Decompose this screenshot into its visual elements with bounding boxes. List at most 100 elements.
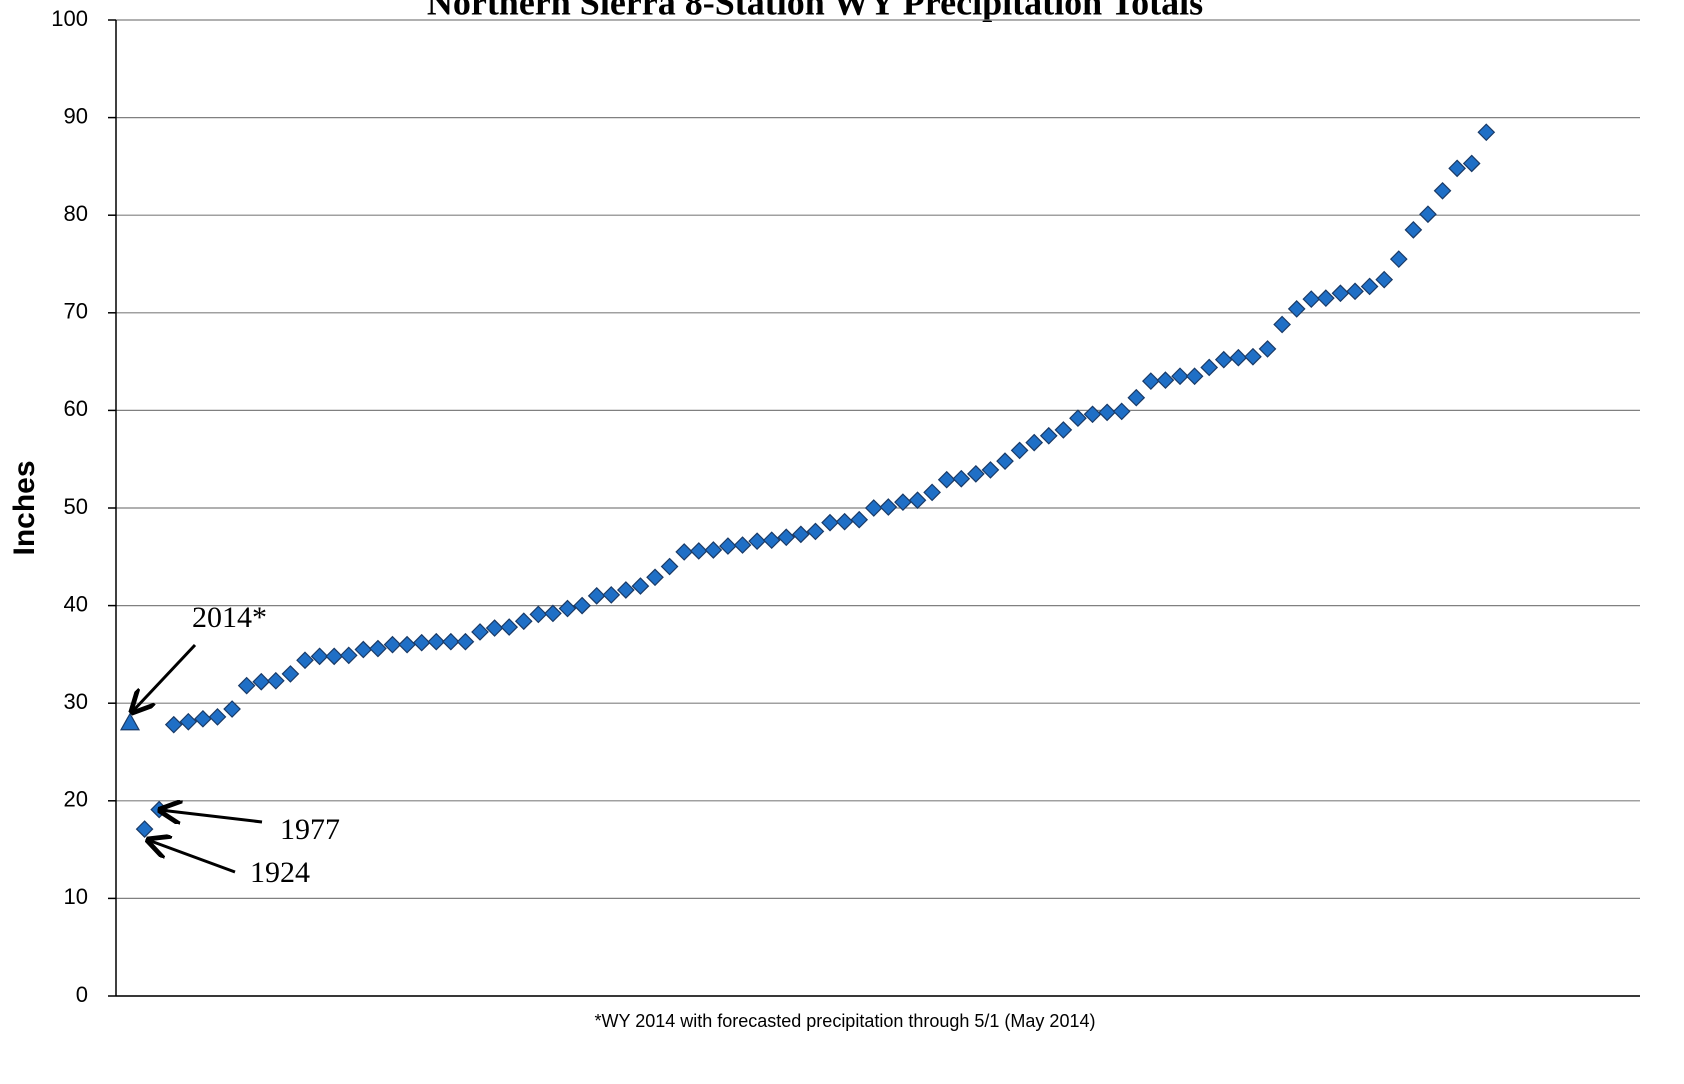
data-point <box>1185 367 1204 386</box>
data-point <box>733 536 752 554</box>
data-point <box>792 525 810 544</box>
data-point <box>879 498 898 516</box>
data-point <box>646 568 664 587</box>
data-point <box>1419 205 1437 224</box>
y-tick-label: 100 <box>51 6 88 31</box>
data-point <box>1069 409 1087 428</box>
data-point <box>1039 426 1058 445</box>
data-point <box>1054 421 1073 439</box>
data-point <box>616 581 635 599</box>
data-point <box>675 543 694 561</box>
y-tick-label: 90 <box>64 103 88 128</box>
data-point <box>281 665 300 683</box>
data-point <box>441 632 460 651</box>
data-point <box>1433 181 1452 200</box>
data-point <box>1360 277 1379 296</box>
data-point <box>1244 347 1262 366</box>
data-point <box>1156 371 1175 389</box>
data-point <box>485 619 504 637</box>
data-point <box>1142 372 1160 390</box>
data-point <box>1214 350 1233 369</box>
y-tick-label: 70 <box>64 299 88 324</box>
data-point <box>456 632 475 651</box>
data-point <box>1317 289 1335 308</box>
data-point <box>252 672 271 691</box>
data-point <box>529 605 548 624</box>
data-point <box>587 586 606 605</box>
annotation-arrow <box>160 810 263 822</box>
data-point <box>573 596 591 615</box>
footnote: *WY 2014 with forecasted precipitation t… <box>595 1011 1096 1031</box>
data-point <box>339 646 358 665</box>
annotation: 1977 <box>280 813 340 846</box>
data-point <box>119 712 141 731</box>
data-point <box>558 599 577 618</box>
data-point <box>237 676 256 695</box>
data-point <box>398 635 416 654</box>
data-point <box>1273 315 1291 334</box>
data-point <box>544 604 562 623</box>
data-point <box>412 633 431 652</box>
annotation-arrow <box>148 840 236 874</box>
data-point <box>514 612 533 631</box>
data-point <box>1258 340 1277 358</box>
data-point <box>427 632 446 651</box>
annotation: 2014* <box>192 601 267 634</box>
y-tick-label: 20 <box>64 787 88 812</box>
data-point <box>1287 300 1306 318</box>
data-point <box>500 618 519 636</box>
data-point <box>135 820 154 838</box>
data-point <box>748 532 766 551</box>
data-point <box>1010 441 1029 460</box>
y-tick-label: 10 <box>64 884 88 909</box>
y-tick-label: 40 <box>64 591 88 616</box>
chart-title: Northern Sierra 8-Station WY Precipitati… <box>427 0 1203 22</box>
data-point <box>937 470 956 489</box>
data-point <box>777 528 796 547</box>
data-point <box>1171 367 1189 386</box>
y-tick-label: 0 <box>76 982 88 1007</box>
data-point <box>164 715 183 734</box>
data-point <box>296 651 314 670</box>
data-point <box>325 647 344 666</box>
data-point <box>1331 284 1350 303</box>
y-tick-label: 30 <box>64 689 88 714</box>
data-point <box>923 483 941 502</box>
data-point <box>1127 388 1146 407</box>
data-point <box>660 557 679 576</box>
data-point <box>1404 220 1423 239</box>
data-point <box>631 577 650 595</box>
data-point <box>208 708 227 726</box>
data-point <box>850 510 869 529</box>
annotation: 1924 <box>250 856 310 889</box>
data-point <box>1098 403 1116 422</box>
data-point <box>1302 290 1321 308</box>
data-point <box>1112 402 1131 421</box>
data-point <box>835 512 854 531</box>
data-point <box>223 700 241 718</box>
y-tick-label: 60 <box>64 396 88 421</box>
data-point <box>996 452 1014 471</box>
data-point <box>894 493 912 511</box>
grid <box>108 19 1640 997</box>
data-point <box>310 647 329 666</box>
y-tick-label: 80 <box>64 201 88 226</box>
data-point <box>1083 405 1102 424</box>
data-point <box>908 491 927 510</box>
data-point <box>369 639 387 658</box>
data-point <box>689 542 708 560</box>
data-point <box>1025 433 1044 452</box>
annotation-arrow <box>132 643 197 712</box>
data-point <box>704 541 723 559</box>
data-point <box>383 635 402 654</box>
data-point <box>1346 282 1364 301</box>
data-point <box>1200 358 1219 377</box>
y-axis-label: Inches <box>8 460 41 555</box>
data-point <box>179 712 198 731</box>
data-point <box>762 531 781 550</box>
data-point <box>354 640 373 659</box>
data-point <box>967 464 985 483</box>
data-point <box>1462 154 1481 173</box>
data-point <box>266 671 285 690</box>
